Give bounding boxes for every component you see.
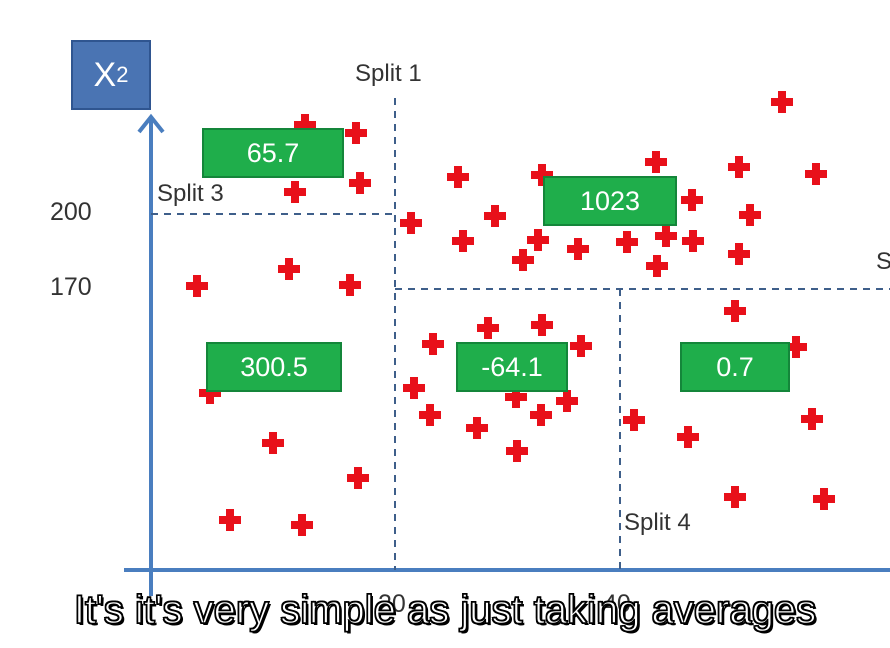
data-point-marker <box>623 409 645 431</box>
leaf-value-300-5: 300.5 <box>206 342 342 392</box>
data-point-marker <box>805 163 827 185</box>
subtitle-caption: It's it's very simple as just taking ave… <box>73 587 817 632</box>
data-point-marker <box>728 243 750 265</box>
split-2-label: S <box>876 248 890 275</box>
leaf-value-65-7: 65.7 <box>202 128 344 178</box>
leaf-value-1023: 1023 <box>543 176 677 226</box>
data-point-marker <box>219 509 241 531</box>
data-point-marker <box>284 181 306 203</box>
data-point-marker <box>506 440 528 462</box>
data-point-marker <box>466 417 488 439</box>
data-point-marker <box>556 390 578 412</box>
data-point-marker <box>512 249 534 271</box>
split-3-label: Split 3 <box>157 180 224 207</box>
data-point-marker <box>616 231 638 253</box>
data-point-marker <box>813 488 835 510</box>
data-point-marker <box>291 514 313 536</box>
y-tick-170: 170 <box>50 273 92 301</box>
data-point-marker <box>262 432 284 454</box>
data-point-marker <box>349 172 371 194</box>
split-4-label: Split 4 <box>624 509 691 536</box>
data-point-marker <box>419 404 441 426</box>
data-point-marker <box>400 212 422 234</box>
data-point-marker <box>724 486 746 508</box>
data-point-marker <box>477 317 499 339</box>
data-point-marker <box>345 122 367 144</box>
y-axis-arrow <box>137 113 165 134</box>
data-points <box>186 91 835 536</box>
y-axis-label-main: X <box>93 55 117 94</box>
data-point-marker <box>646 255 668 277</box>
data-point-marker <box>347 467 369 489</box>
data-point-marker <box>447 166 469 188</box>
data-point-marker <box>655 225 677 247</box>
data-point-marker <box>531 164 553 186</box>
data-point-marker <box>422 333 444 355</box>
data-point-marker <box>728 156 750 178</box>
data-point-marker <box>724 300 746 322</box>
data-point-marker <box>199 382 221 404</box>
data-point-marker <box>484 205 506 227</box>
data-point-marker <box>682 230 704 252</box>
data-point-marker <box>531 314 553 336</box>
leaf-value-0-7: 0.7 <box>680 342 790 392</box>
data-point-marker <box>452 230 474 252</box>
data-point-marker <box>570 335 592 357</box>
x-tick-40: 40 <box>603 590 631 618</box>
split-1-label: Split 1 <box>355 60 422 87</box>
data-point-marker <box>294 114 316 136</box>
data-point-marker <box>403 377 425 399</box>
data-point-marker <box>801 408 823 430</box>
data-point-marker <box>739 204 761 226</box>
y-tick-200: 200 <box>50 198 92 226</box>
data-point-marker <box>785 336 807 358</box>
data-point-marker <box>645 151 667 173</box>
data-point-marker <box>186 275 208 297</box>
data-point-marker <box>530 404 552 426</box>
data-point-marker <box>278 258 300 280</box>
data-point-marker <box>681 189 703 211</box>
data-point-marker <box>567 238 589 260</box>
leaf-value-neg-64-1: -64.1 <box>456 342 568 392</box>
y-axis-label-sub: 2 <box>116 62 129 87</box>
data-point-marker <box>677 426 699 448</box>
data-point-marker <box>505 386 527 408</box>
x-tick-20: 20 <box>378 590 406 618</box>
data-point-marker <box>527 229 549 251</box>
data-point-marker <box>339 274 361 296</box>
data-point-marker <box>771 91 793 113</box>
